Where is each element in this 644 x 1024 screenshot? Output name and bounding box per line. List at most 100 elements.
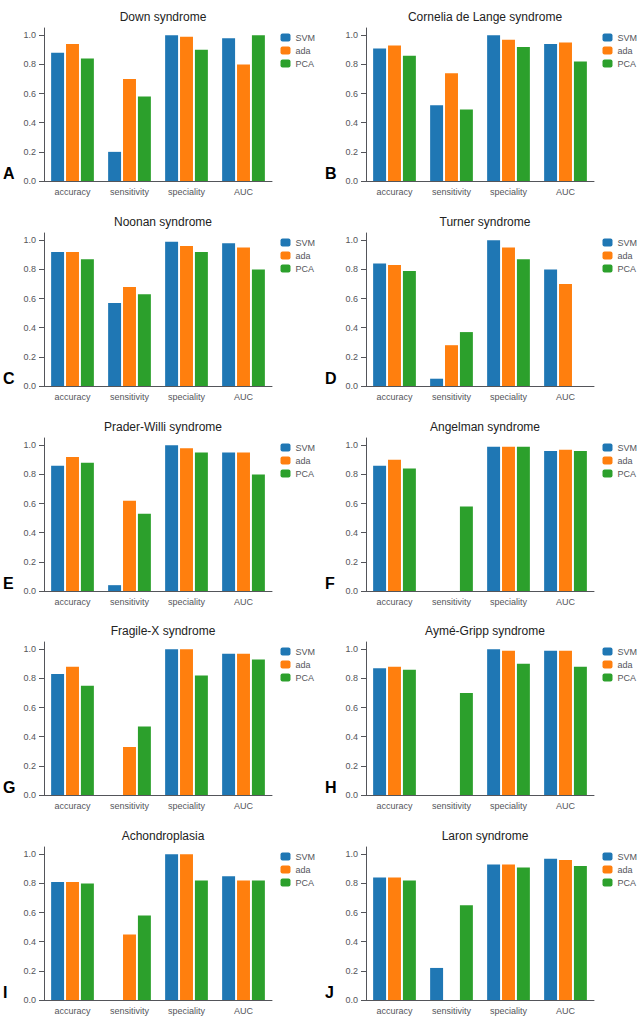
svg-text:0.8: 0.8 (345, 469, 358, 479)
svg-text:Noonan syndrome: Noonan syndrome (114, 215, 212, 229)
svg-text:0.4: 0.4 (23, 323, 36, 333)
svg-text:0.2: 0.2 (345, 147, 358, 157)
svg-text:SVM: SVM (295, 442, 315, 452)
svg-text:SVM: SVM (617, 647, 637, 657)
svg-text:Prader-Willi syndrome: Prader-Willi syndrome (104, 420, 222, 434)
svg-text:SVM: SVM (617, 33, 637, 43)
svg-text:0.6: 0.6 (345, 293, 358, 303)
svg-text:0.0: 0.0 (23, 176, 36, 186)
svg-text:0.2: 0.2 (345, 352, 358, 362)
svg-text:accuracy: accuracy (376, 596, 413, 606)
svg-text:PCA: PCA (617, 59, 636, 69)
svg-text:PCA: PCA (295, 263, 314, 273)
svg-text:0.2: 0.2 (345, 966, 358, 976)
svg-text:1.0: 1.0 (23, 440, 36, 450)
svg-text:AUC: AUC (556, 596, 576, 606)
svg-text:ada: ada (617, 250, 632, 260)
svg-text:Angelman syndrome: Angelman syndrome (430, 420, 540, 434)
svg-text:PCA: PCA (617, 263, 636, 273)
svg-text:0.0: 0.0 (23, 381, 36, 391)
svg-text:1.0: 1.0 (23, 30, 36, 40)
svg-text:ada: ada (295, 865, 310, 875)
svg-text:0.6: 0.6 (23, 703, 36, 713)
svg-text:accuracy: accuracy (54, 187, 91, 197)
svg-text:Turner syndrome: Turner syndrome (440, 215, 531, 229)
svg-text:AUC: AUC (234, 187, 254, 197)
svg-text:accuracy: accuracy (54, 391, 91, 401)
svg-text:1.0: 1.0 (345, 235, 358, 245)
svg-text:accuracy: accuracy (376, 801, 413, 811)
svg-text:H: H (325, 779, 337, 796)
svg-text:0.6: 0.6 (23, 293, 36, 303)
svg-text:AUC: AUC (556, 391, 576, 401)
svg-text:AUC: AUC (234, 801, 254, 811)
svg-text:sensitivity: sensitivity (110, 187, 150, 197)
svg-text:0.8: 0.8 (23, 674, 36, 684)
svg-text:C: C (3, 369, 15, 386)
svg-text:PCA: PCA (295, 59, 314, 69)
svg-text:I: I (3, 984, 7, 1001)
svg-text:A: A (3, 165, 15, 182)
svg-text:0.4: 0.4 (23, 118, 36, 128)
svg-text:SVM: SVM (295, 852, 315, 862)
svg-text:accuracy: accuracy (376, 1006, 413, 1016)
svg-text:0.8: 0.8 (23, 264, 36, 274)
svg-text:Cornelia de Lange syndrome: Cornelia de Lange syndrome (408, 10, 562, 24)
svg-text:0.4: 0.4 (345, 118, 358, 128)
svg-text:0.0: 0.0 (345, 381, 358, 391)
svg-text:Aymé-Gripp syndrome: Aymé-Gripp syndrome (425, 624, 545, 638)
svg-text:0.4: 0.4 (345, 732, 358, 742)
svg-text:sensitivity: sensitivity (432, 187, 472, 197)
svg-text:SVM: SVM (617, 442, 637, 452)
svg-text:0.8: 0.8 (345, 59, 358, 69)
svg-text:Laron syndrome: Laron syndrome (442, 829, 529, 843)
svg-text:PCA: PCA (617, 878, 636, 888)
svg-text:1.0: 1.0 (345, 849, 358, 859)
svg-text:1.0: 1.0 (23, 235, 36, 245)
svg-text:ada: ada (617, 660, 632, 670)
svg-text:0.8: 0.8 (23, 469, 36, 479)
svg-text:0.4: 0.4 (345, 323, 358, 333)
svg-text:SVM: SVM (295, 647, 315, 657)
svg-text:0.4: 0.4 (23, 937, 36, 947)
svg-text:Fragile-X syndrome: Fragile-X syndrome (111, 624, 216, 638)
svg-text:ada: ada (295, 46, 310, 56)
svg-text:0.6: 0.6 (345, 908, 358, 918)
svg-text:G: G (3, 779, 15, 796)
svg-text:accuracy: accuracy (54, 596, 91, 606)
svg-text:0.0: 0.0 (23, 586, 36, 596)
svg-text:1.0: 1.0 (345, 30, 358, 40)
svg-text:sensitivity: sensitivity (432, 801, 472, 811)
svg-text:sensitivity: sensitivity (432, 391, 472, 401)
svg-text:AUC: AUC (234, 1006, 254, 1016)
svg-text:ada: ada (295, 660, 310, 670)
svg-text:accuracy: accuracy (54, 1006, 91, 1016)
svg-text:ada: ada (617, 46, 632, 56)
svg-text:accuracy: accuracy (376, 391, 413, 401)
svg-text:ada: ada (617, 865, 632, 875)
svg-text:0.6: 0.6 (345, 498, 358, 508)
svg-text:sensitivity: sensitivity (432, 1006, 472, 1016)
svg-text:0.4: 0.4 (23, 527, 36, 537)
svg-text:0.6: 0.6 (23, 498, 36, 508)
svg-text:speciality: speciality (168, 801, 206, 811)
svg-text:speciality: speciality (168, 1006, 206, 1016)
svg-text:J: J (325, 984, 334, 1001)
svg-text:SVM: SVM (617, 852, 637, 862)
svg-text:speciality: speciality (168, 187, 206, 197)
svg-text:1.0: 1.0 (345, 645, 358, 655)
svg-text:PCA: PCA (295, 878, 314, 888)
svg-text:AUC: AUC (556, 801, 576, 811)
svg-text:1.0: 1.0 (23, 849, 36, 859)
svg-text:0.8: 0.8 (345, 674, 358, 684)
svg-text:1.0: 1.0 (345, 440, 358, 450)
svg-text:SVM: SVM (295, 237, 315, 247)
svg-text:0.2: 0.2 (23, 352, 36, 362)
svg-text:speciality: speciality (490, 187, 528, 197)
svg-text:Achondroplasia: Achondroplasia (122, 829, 205, 843)
svg-text:0.8: 0.8 (23, 879, 36, 889)
svg-text:ada: ada (295, 455, 310, 465)
svg-text:accuracy: accuracy (54, 801, 91, 811)
svg-text:AUC: AUC (234, 596, 254, 606)
svg-text:SVM: SVM (617, 237, 637, 247)
